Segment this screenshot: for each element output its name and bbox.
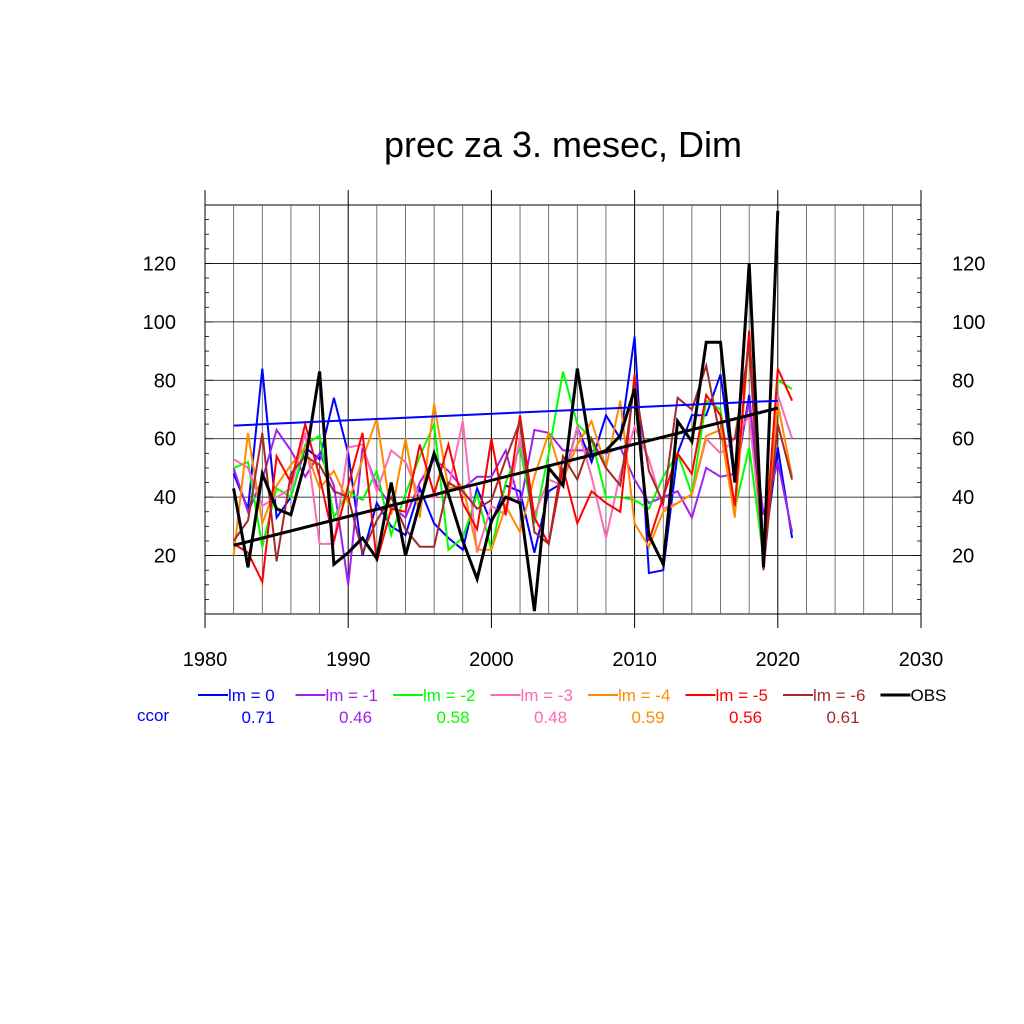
- y-tick-label-left: 120: [143, 253, 176, 275]
- series-line: [232, 336, 794, 575]
- legend-label: lm = -6: [813, 686, 865, 705]
- series-layer: [232, 210, 794, 612]
- legend-label: lm = -3: [521, 686, 573, 705]
- ccor-value: 0.61: [826, 708, 859, 727]
- series-line: [232, 400, 794, 585]
- series-line: [233, 330, 794, 586]
- ccor-value: 0.71: [241, 708, 274, 727]
- y-tick-label-left: 80: [154, 370, 176, 392]
- y-tick-label-right: 20: [952, 546, 974, 568]
- legend-label: lm = -5: [716, 686, 768, 705]
- legend-label: lm = -2: [423, 686, 475, 705]
- legend-label: OBS: [911, 686, 947, 705]
- y-tick-label-right: 40: [952, 487, 974, 509]
- ccor-value: 0.56: [729, 708, 762, 727]
- x-tick-label: 1980: [183, 649, 228, 671]
- ccor-value: 0.48: [534, 708, 567, 727]
- ccor-value: 0.59: [631, 708, 664, 727]
- y-tick-label-right: 60: [952, 429, 974, 451]
- x-tick-label: 2000: [469, 649, 514, 671]
- trend-line: [233, 406, 779, 547]
- x-tick-label: 2020: [756, 649, 801, 671]
- legend: ccor lm = 0 0.71 lm = -1 0.46 lm = -2 0.58 lm …: [137, 686, 946, 727]
- chart-title: prec za 3. mesec, Dim: [384, 124, 742, 165]
- y-tick-label-right: 120: [952, 253, 985, 275]
- x-tick-label: 2030: [899, 649, 944, 671]
- y-tick-label-left: 60: [154, 429, 176, 451]
- y-tick-label-right: 100: [952, 312, 985, 334]
- y-tick-label-left: 40: [154, 487, 176, 509]
- legend-label: lm = 0: [228, 686, 275, 705]
- y-tick-label-right: 80: [952, 370, 974, 392]
- y-tick-label-left: 20: [154, 546, 176, 568]
- ccor-value: 0.58: [436, 708, 469, 727]
- y-tick-label-left: 100: [143, 312, 176, 334]
- series-line: [232, 210, 780, 612]
- x-tick-label: 2010: [612, 649, 657, 671]
- trend-line: [233, 399, 778, 427]
- ccor-label: ccor: [137, 706, 169, 725]
- legend-label: lm = -1: [326, 686, 378, 705]
- ccor-value: 0.46: [339, 708, 372, 727]
- legend-label: lm = -4: [618, 686, 670, 705]
- x-tick-label: 1990: [326, 649, 371, 671]
